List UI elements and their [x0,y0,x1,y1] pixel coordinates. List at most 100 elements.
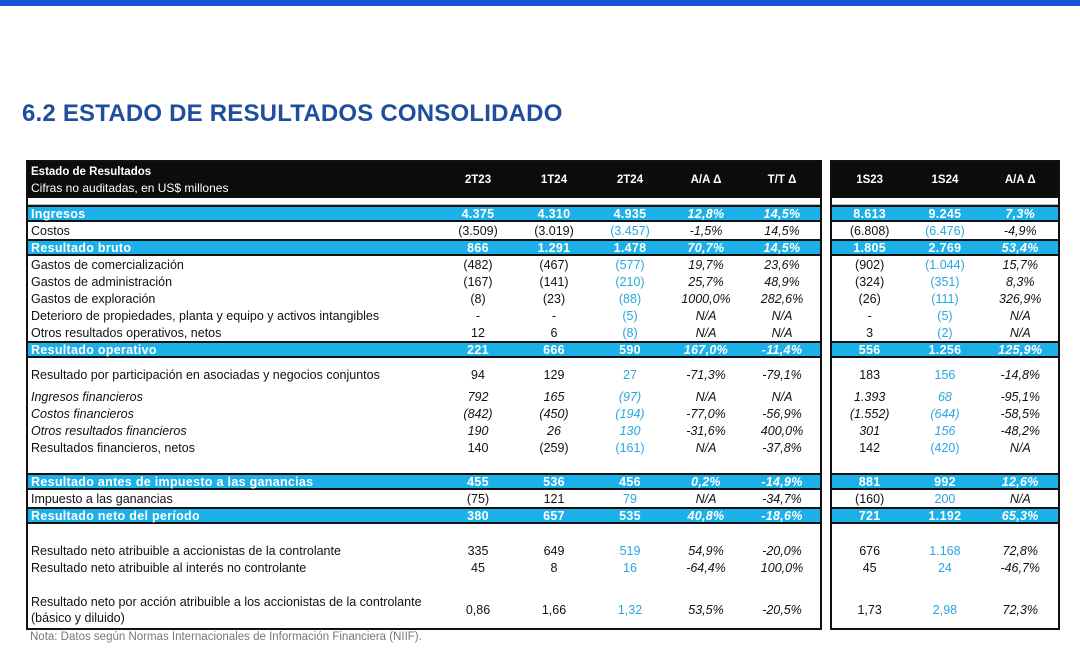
table-row: Costos financieros (842) (450) (194) -77,0% -… [28,405,820,422]
cell: 4.935 [613,206,647,221]
cell: 14,5% [763,206,801,221]
cell: 666 [543,342,565,357]
column-header: T/T Δ [767,174,797,186]
cell: N/A [1009,491,1031,506]
cell: 1.192 [928,508,962,523]
cell: 1.805 [853,240,887,255]
spacer-row [832,358,1058,366]
column-header: A/A Δ [690,174,722,186]
cell: 4.310 [537,206,571,221]
cell: N/A [1009,325,1031,340]
cell: 15,7% [1002,257,1038,272]
cell: -34,7% [762,491,802,506]
cell: (420) [930,440,960,455]
cell: 1.478 [613,240,647,255]
row-label: Costos financieros [31,406,134,421]
cell: 54,9% [688,543,724,558]
cell: (97) [618,389,642,404]
cell: (3.019) [534,223,574,238]
cell: 536 [543,474,565,489]
cell: 183 [859,367,881,382]
cell: N/A [695,325,717,340]
cell: 992 [934,474,956,489]
cell: 400,0% [760,423,804,438]
cell: 792 [467,389,489,404]
cell: 94 [471,367,485,382]
cell: 53,5% [688,603,724,617]
row-label: Resultados financieros, netos [31,440,195,455]
cell: (842) [463,406,493,421]
cell: 721 [858,508,881,523]
cell: (210) [615,274,645,289]
cell: 100,0% [760,560,804,575]
cell: -58,5% [1000,406,1041,421]
cell: -95,1% [1000,389,1041,404]
cell: (3.509) [458,223,498,238]
row-label: Resultado neto del período [31,508,200,523]
cell: 9.245 [928,206,962,221]
cell: N/A [771,325,793,340]
header-title: Estado de Resultados [31,166,152,178]
cell: -20,0% [762,543,802,558]
header-gap [832,198,1058,205]
spacer-row [28,576,820,592]
cell: -20,5% [762,603,802,617]
cell: (8) [470,291,486,306]
table-row: (160) 200 N/A [832,490,1058,507]
row-label: Resultado neto atribuible a accionistas … [31,543,341,558]
cell: 1,32 [617,603,643,617]
row-label: Resultado operativo [31,342,157,357]
table-row: Otros resultados financieros 190 26 130 -31,… [28,422,820,439]
table-row: Resultado neto atribuible al interés no … [28,559,820,576]
cell: N/A [695,491,717,506]
cell: -14,8% [1000,367,1041,382]
cell: 1.256 [928,342,962,357]
cell: 165 [543,389,565,404]
row-label: Impuesto a las ganancias [31,491,173,506]
table-row: 3 (2) N/A [832,324,1058,341]
cell: -77,0% [686,406,726,421]
table-row: 142 (420) N/A [832,439,1058,456]
cell: 24 [937,560,952,575]
cell: -79,1% [762,367,802,382]
cell: 1,73 [857,603,882,617]
header-label: Estado de Resultados Cifras no auditadas,… [28,164,440,196]
table-row: 301 156 -48,2% [832,422,1058,439]
cell: 190 [467,423,489,438]
cell: (6.476) [925,223,965,238]
cell: 456 [619,474,641,489]
cell: -31,6% [686,423,726,438]
cell: N/A [771,389,793,404]
cell: -46,7% [1000,560,1041,575]
spacer-row [832,524,1058,542]
header-gap [28,198,820,205]
cell: 326,9% [999,291,1042,306]
table-row: Impuesto a las ganancias (75) 121 79 N/A -34,… [28,490,820,507]
cell: 4.375 [461,206,495,221]
cell: -48,2% [1000,423,1041,438]
cell: (1.044) [925,257,965,272]
cell: (8) [622,325,638,340]
cell: 140 [467,440,489,455]
header-row: 1S23 1S24 A/A Δ [832,162,1058,198]
cell: (75) [466,491,490,506]
cell: 881 [858,474,881,489]
cell: (194) [615,406,645,421]
table-row: Resultado antes de impuesto a las gananc… [28,473,820,490]
cell: 14,5% [763,240,801,255]
cell: 1.291 [537,240,571,255]
table-row: 183 156 -14,8% [832,366,1058,383]
footnote: Nota: Datos según Normas Internacionales… [30,631,422,643]
table-row: (324) (351) 8,3% [832,273,1058,290]
cell: 23,6% [764,257,800,272]
cell: - [867,308,872,323]
cell: N/A [695,389,717,404]
cell: 676 [859,543,881,558]
table-row: Resultado bruto 866 1.291 1.478 70,7% 14,5% [28,239,820,256]
header-row: Estado de Resultados Cifras no auditadas,… [28,162,820,198]
spacer-row [832,456,1058,473]
cell: 866 [467,240,489,255]
column-header: 2T23 [464,174,492,186]
cell: -71,3% [686,367,726,382]
table-row: Resultado operativo 221 666 590 167,0% -11,4% [28,341,820,358]
